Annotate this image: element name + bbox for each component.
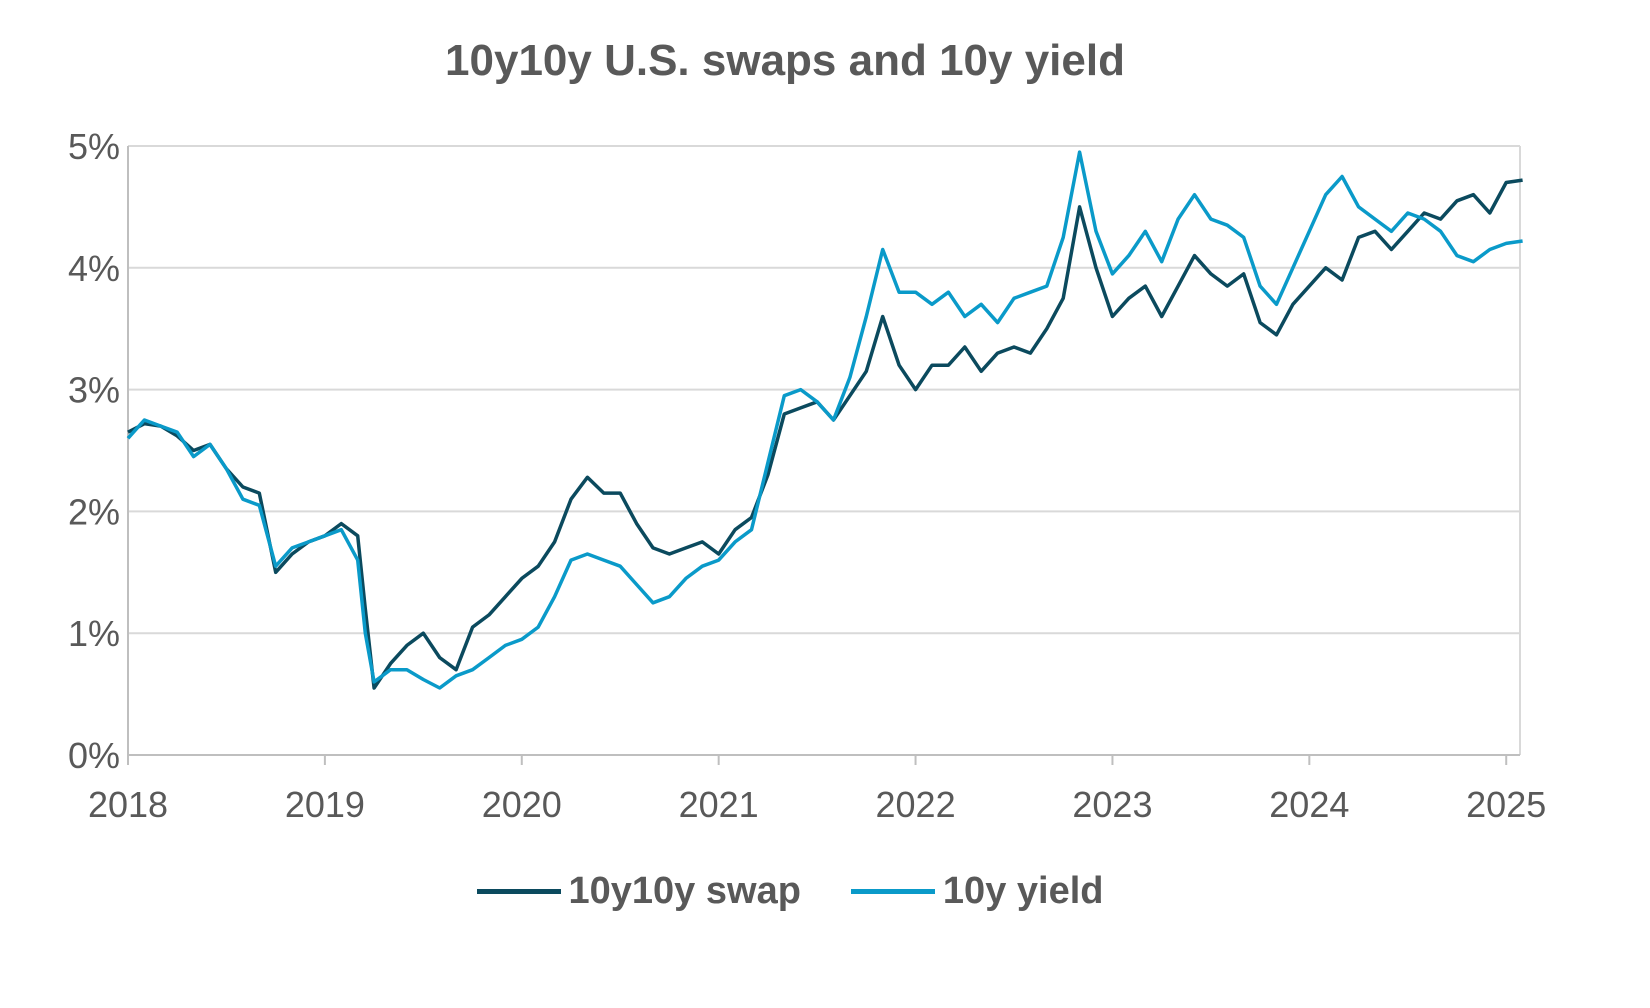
- x-tick-label: 2025: [1466, 784, 1546, 825]
- y-tick-label: 4%: [68, 248, 120, 289]
- legend-label-yield: 10y yield: [942, 870, 1104, 912]
- y-tick-label: 2%: [68, 491, 120, 532]
- x-tick-label: 2019: [285, 784, 365, 825]
- legend-item-swap: 10y10y swap: [476, 870, 801, 913]
- series-line-swap: [127, 178, 1523, 690]
- legend: 10y10y swap 10y yield: [0, 870, 1580, 913]
- x-tick-label: 2024: [1269, 784, 1349, 825]
- series-line-yield: [126, 150, 1523, 690]
- legend-item-yield: 10y yield: [850, 870, 1104, 913]
- legend-label-swap: 10y10y swap: [568, 870, 801, 912]
- y-tick-label: 1%: [68, 613, 120, 654]
- x-tick-label: 2021: [679, 784, 759, 825]
- y-tick-label: 0%: [68, 735, 120, 776]
- legend-swatch-yield: [850, 889, 935, 894]
- x-tick-label: 2022: [876, 784, 956, 825]
- x-tick-label: 2023: [1072, 784, 1152, 825]
- legend-swatch-swap: [476, 889, 561, 894]
- x-tick-label: 2020: [482, 784, 562, 825]
- chart-title: 10y10y U.S. swaps and 10y yield: [445, 36, 1125, 85]
- y-tick-label: 5%: [68, 126, 120, 167]
- x-tick-label: 2018: [88, 784, 168, 825]
- y-tick-label: 3%: [68, 370, 120, 411]
